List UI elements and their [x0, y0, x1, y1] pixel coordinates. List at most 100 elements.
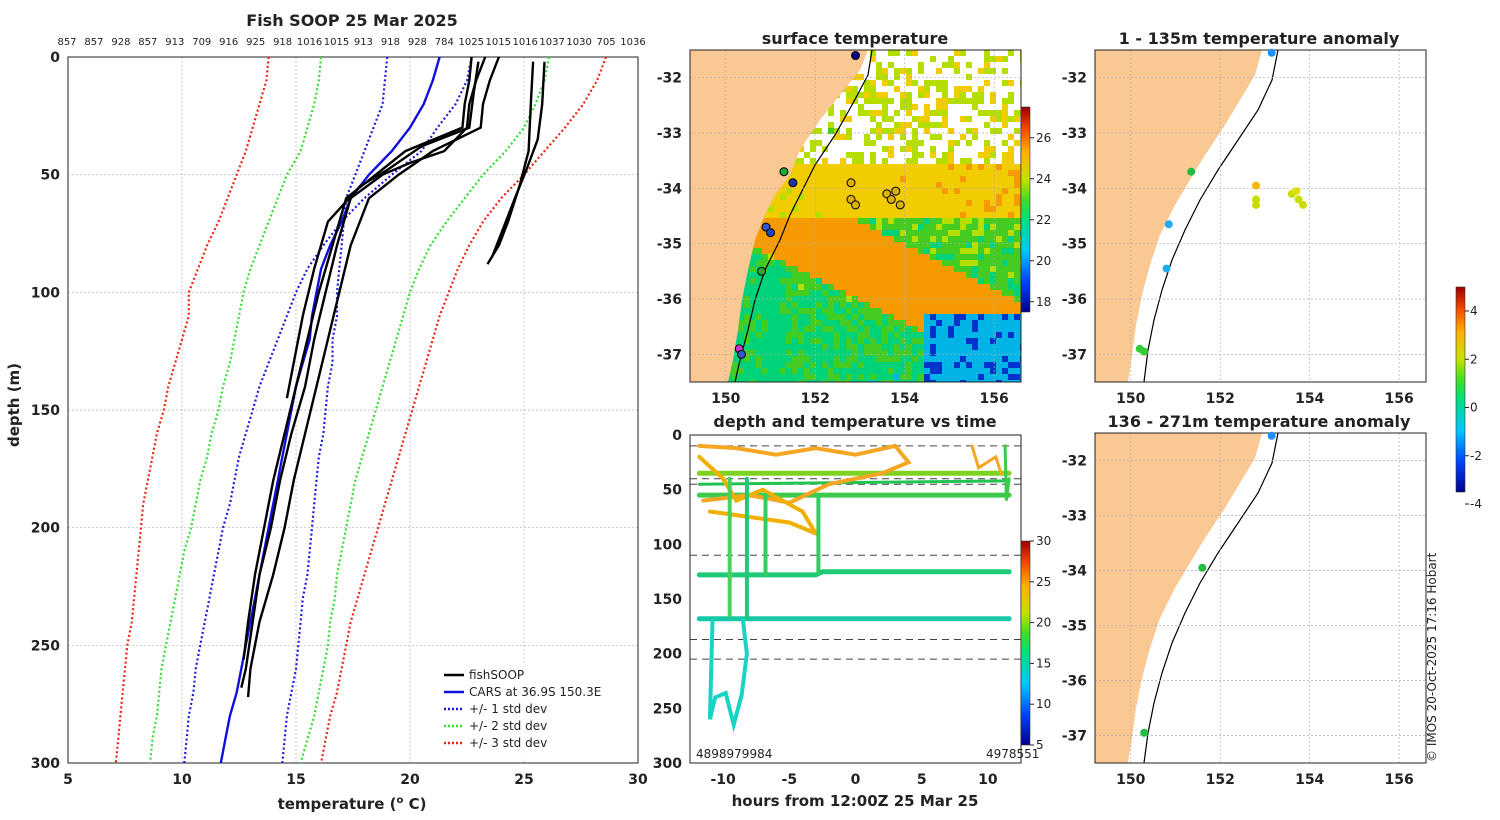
sst-cell	[882, 380, 888, 382]
sst-cell	[762, 278, 768, 284]
sst-cell	[930, 152, 936, 158]
sst-cell	[954, 320, 960, 326]
sst-cell	[786, 224, 792, 230]
dt-xtick-label: -10	[710, 772, 736, 788]
sst-cell	[1014, 194, 1020, 200]
sst-cell	[1014, 176, 1020, 182]
sst-cell	[1008, 326, 1014, 332]
sst-cell	[960, 374, 966, 380]
sst-cell	[864, 230, 870, 236]
sst-cell	[984, 56, 990, 62]
sst-cell	[978, 206, 984, 212]
sst-cell	[948, 320, 954, 326]
sst-cell	[846, 242, 852, 248]
sst-cell	[768, 308, 774, 314]
sst-cell	[924, 110, 930, 116]
sst-cell	[1008, 380, 1014, 382]
sst-cell	[912, 146, 918, 152]
sst-cell	[900, 266, 906, 272]
sst-cell	[954, 350, 960, 356]
sst-cell	[822, 326, 828, 332]
sst-cell	[984, 140, 990, 146]
sst-cell	[882, 338, 888, 344]
sst-cell	[804, 326, 810, 332]
sst-cell	[930, 206, 936, 212]
sst-cell	[930, 284, 936, 290]
sst-cell	[894, 326, 900, 332]
sst-profile-marker	[895, 200, 905, 210]
sst-cell	[882, 296, 888, 302]
sst-cell	[876, 128, 882, 134]
sst-cell	[774, 236, 780, 242]
sst-cell	[822, 266, 828, 272]
anom1-ytick-label: -35	[1062, 237, 1087, 253]
sst-cell	[978, 212, 984, 218]
sst-cell	[936, 188, 942, 194]
sst-cell	[852, 308, 858, 314]
sst-cell	[996, 302, 1002, 308]
sst-cell	[942, 170, 948, 176]
sst-cell	[750, 248, 756, 254]
sst-cell	[1014, 236, 1020, 242]
sst-cell	[900, 218, 906, 224]
profile-ytick-label: 300	[31, 756, 60, 772]
sst-cell	[786, 320, 792, 326]
sst-cell	[822, 290, 828, 296]
sst-cell	[942, 284, 948, 290]
sst-cell	[942, 356, 948, 362]
sst-cell	[852, 320, 858, 326]
sst-cell	[1002, 320, 1008, 326]
sst-cell	[870, 356, 876, 362]
sst-cell	[912, 284, 918, 290]
anom1-xtick-label: 154	[1295, 391, 1324, 407]
sst-cell	[840, 368, 846, 374]
legend-3std: +/- 3 std dev	[469, 736, 547, 750]
sst-cell	[882, 284, 888, 290]
sst-cell	[870, 302, 876, 308]
sst-cell	[876, 290, 882, 296]
sst-cell	[972, 272, 978, 278]
sst-cell	[972, 290, 978, 296]
sst-cell	[948, 236, 954, 242]
sst-cell	[936, 248, 942, 254]
sst-cell	[990, 110, 996, 116]
sst-cell	[906, 176, 912, 182]
sst-cell	[798, 302, 804, 308]
sst-cell	[810, 242, 816, 248]
sst-cell	[978, 254, 984, 260]
sst-cell	[870, 230, 876, 236]
sst-cell	[906, 110, 912, 116]
sst-cell	[1014, 356, 1020, 362]
sst-cell	[966, 164, 972, 170]
sst-cell	[978, 110, 984, 116]
sst-cell	[858, 374, 864, 380]
sst-cell	[918, 86, 924, 92]
sst-cell	[792, 164, 798, 170]
sst-cell	[954, 218, 960, 224]
sst-cell	[852, 98, 858, 104]
sst-cell	[978, 308, 984, 314]
sst-cell	[906, 290, 912, 296]
sst-cell	[852, 344, 858, 350]
dt-cb-tick-label: 10	[1036, 697, 1051, 711]
sst-cell	[888, 272, 894, 278]
sst-cell	[912, 134, 918, 140]
sst-cell	[822, 344, 828, 350]
sst-cell	[912, 326, 918, 332]
sst-cell	[870, 350, 876, 356]
sst-cell	[858, 278, 864, 284]
sst-cell	[822, 368, 828, 374]
sst-cell	[984, 68, 990, 74]
sst-cell	[834, 314, 840, 320]
sst-profile-marker	[846, 178, 856, 188]
sst-cell	[882, 68, 888, 74]
sst-cell	[948, 128, 954, 134]
sst-cell	[792, 188, 798, 194]
sst-cell	[984, 230, 990, 236]
sst-cell	[936, 260, 942, 266]
profile-top-label: 1016	[512, 37, 537, 48]
sst-cell	[990, 170, 996, 176]
sst-cell	[822, 224, 828, 230]
sst-cell	[840, 116, 846, 122]
sst-cell	[954, 314, 960, 320]
